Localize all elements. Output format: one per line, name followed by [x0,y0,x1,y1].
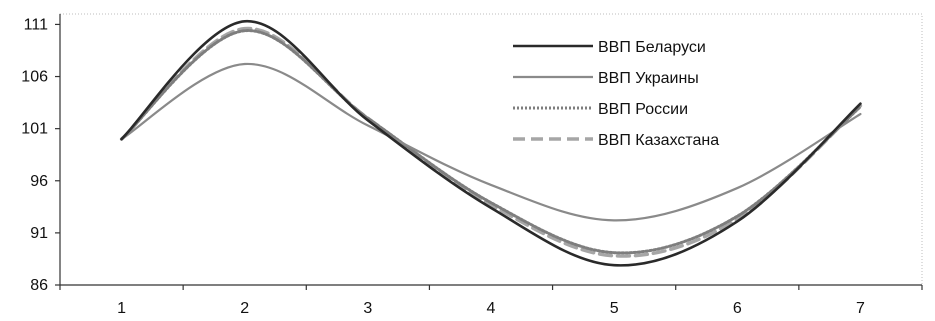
legend-label-3: ВВП России [598,101,688,118]
y-tick-label: 101 [21,121,48,138]
y-tick-label: 91 [30,225,48,242]
legend-label-4: ВВП Казахстана [598,132,719,149]
plot-area-frame [59,13,923,286]
series-lines [119,19,863,267]
x-tick-label: 1 [117,300,126,317]
x-tick-label: 7 [856,300,865,317]
x-tick-label: 2 [240,300,249,317]
x-tick-label: 6 [733,300,742,317]
y-tick-label: 96 [30,173,48,190]
x-tick-label: 5 [610,300,619,317]
x-tick-label: 4 [487,300,496,317]
legend: ВВП Беларуси ВВП Украины ВВП России ВВП Каз… [513,39,719,149]
y-tick-label: 86 [30,277,48,294]
series-line-1 [120,19,862,267]
series-line-2 [120,62,862,222]
series-line-4 [119,26,863,258]
y-tick-label: 111 [24,16,48,33]
legend-label-2: ВВП Украины [598,70,699,87]
series-line-3 [120,29,862,255]
x-tick-label: 3 [363,300,372,317]
y-tick-label: 106 [21,69,48,86]
legend-label-1: ВВП Беларуси [598,39,706,56]
